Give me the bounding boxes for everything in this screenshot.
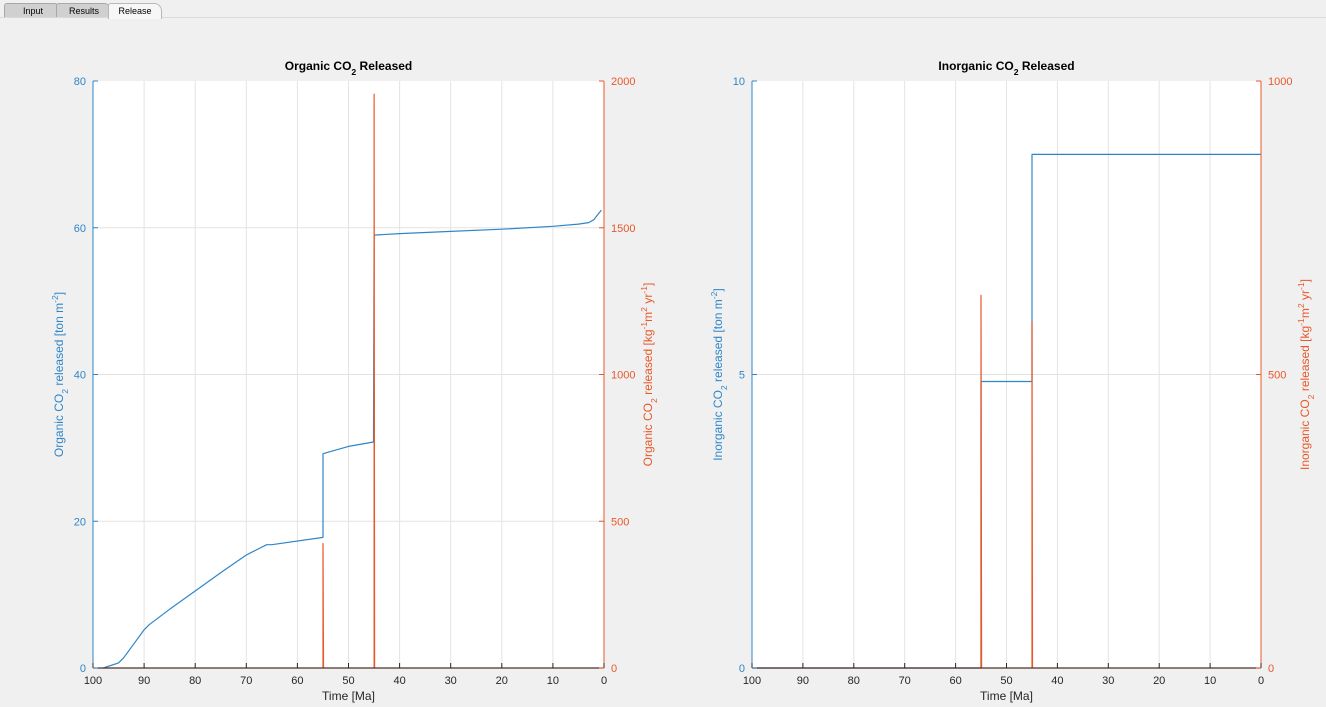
right-y-axis-label: Inorganic CO2 released [kg-1m2 yr-1] — [1296, 279, 1316, 470]
x-tick-label: 50 — [1000, 675, 1012, 687]
tab-results[interactable]: Results — [56, 3, 112, 17]
left-y-axis-label: Organic CO2 released [ton m-2] — [50, 292, 70, 457]
chart-2: 100 90 80 70 60 50 40 30 20 10 0051005001000Inorga… — [709, 59, 1316, 703]
x-tick-label: 50 — [342, 675, 354, 687]
x-tick-label: 100 — [84, 675, 102, 687]
x-tick-label: 40 — [1051, 675, 1063, 687]
x-tick-label: 60 — [949, 675, 961, 687]
right-y-tick-label: 0 — [1268, 663, 1274, 675]
x-axis-label: Time [Ma] — [980, 689, 1033, 703]
left-y-tick-label: 10 — [733, 76, 745, 88]
left-y-tick-label: 0 — [739, 663, 745, 675]
x-tick-label: 20 — [496, 675, 508, 687]
right-y-tick-label: 1500 — [611, 223, 635, 235]
right-y-tick-label: 0 — [611, 663, 617, 675]
x-tick-label: 100 — [743, 675, 761, 687]
x-tick-label: 70 — [899, 675, 911, 687]
x-tick-label: 30 — [1102, 675, 1114, 687]
right-y-tick-label: 2000 — [611, 76, 635, 88]
series-line-blue — [103, 209, 602, 669]
left-y-axis-label: Inorganic CO2 released [ton m-2] — [709, 288, 729, 461]
right-y-tick-label: 500 — [611, 516, 629, 528]
x-tick-label: 80 — [848, 675, 860, 687]
left-y-tick-label: 60 — [74, 223, 86, 235]
x-tick-label: 90 — [797, 675, 809, 687]
left-y-tick-label: 0 — [80, 663, 86, 675]
right-y-tick-label: 1000 — [611, 370, 635, 382]
x-tick-label: 90 — [138, 675, 150, 687]
right-y-tick-label: 1000 — [1268, 76, 1292, 88]
x-tick-label: 70 — [240, 675, 252, 687]
left-y-tick-label: 20 — [74, 516, 86, 528]
left-y-tick-label: 80 — [74, 76, 86, 88]
x-tick-label: 60 — [291, 675, 303, 687]
tab-input[interactable]: Input — [4, 3, 62, 17]
right-y-tick-label: 500 — [1268, 370, 1286, 382]
tab-baseline — [0, 17, 1326, 18]
right-y-axis-label: Organic CO2 released [kg-1m2 yr-1] — [639, 283, 659, 467]
x-tick-label: 20 — [1153, 675, 1165, 687]
x-tick-label: 40 — [393, 675, 405, 687]
chart-title: Organic CO2 Released — [285, 59, 413, 77]
tab-bar: Input Results Release — [4, 3, 204, 19]
x-tick-label: 30 — [445, 675, 457, 687]
x-tick-label: 0 — [601, 675, 607, 687]
x-tick-label: 0 — [1258, 675, 1264, 687]
x-tick-label: 10 — [547, 675, 559, 687]
x-tick-label: 10 — [1204, 675, 1216, 687]
left-y-tick-label: 5 — [739, 370, 745, 382]
x-axis-label: Time [Ma] — [322, 689, 375, 703]
chart-title: Inorganic CO2 Released — [938, 59, 1074, 77]
x-tick-label: 80 — [189, 675, 201, 687]
tab-release[interactable]: Release — [108, 3, 162, 19]
left-y-tick-label: 40 — [74, 370, 86, 382]
chart-1: 100 90 80 70 60 50 40 30 20 10 0020406080050010001… — [50, 59, 659, 703]
